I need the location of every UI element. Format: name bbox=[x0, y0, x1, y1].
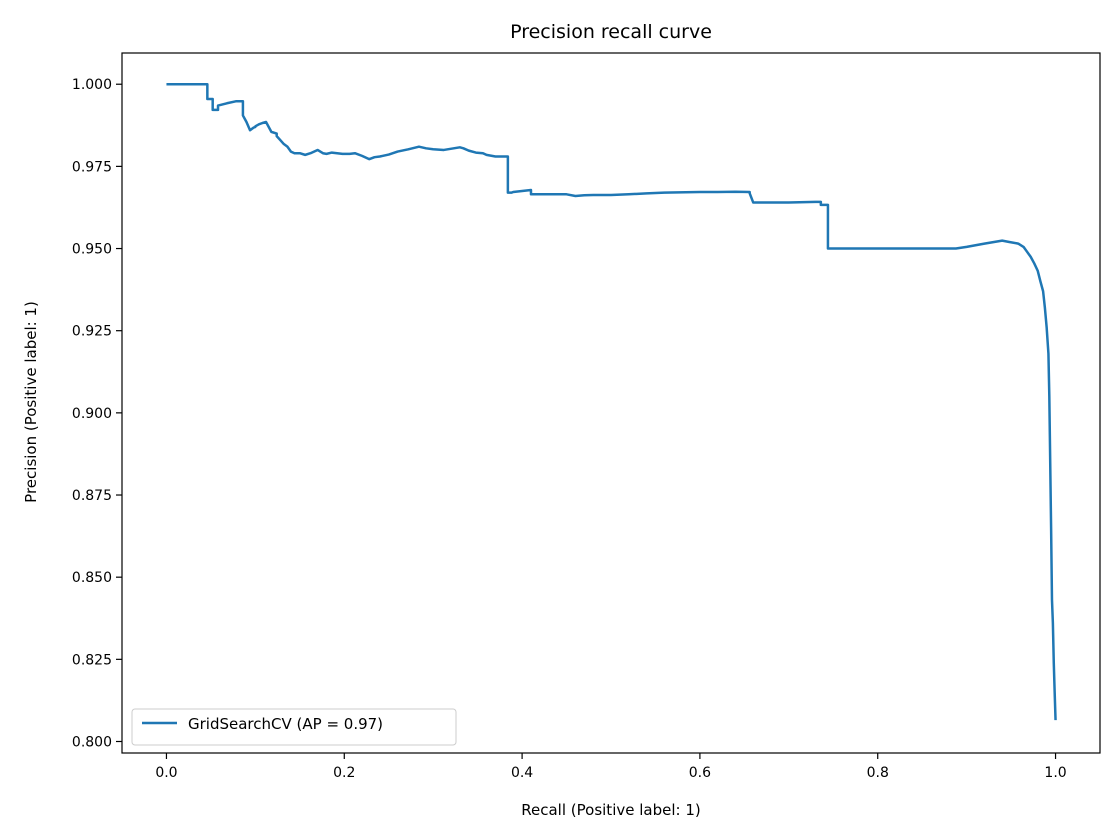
x-tick-label: 1.0 bbox=[1044, 765, 1066, 781]
plot-frame bbox=[121, 52, 1101, 754]
y-tick-label: 0.950 bbox=[72, 242, 112, 258]
legend-label: GridSearchCV (AP = 0.97) bbox=[188, 715, 383, 733]
y-axis-label: Precision (Positive label: 1) bbox=[22, 301, 40, 503]
y-tick-label: 0.850 bbox=[72, 570, 112, 586]
series-line-0 bbox=[166, 82, 1057, 721]
plot-area bbox=[121, 52, 1101, 754]
y-tick-label: 0.825 bbox=[72, 652, 112, 668]
legend-box bbox=[131, 708, 457, 746]
x-tick-label: 0.4 bbox=[511, 765, 533, 781]
y-tick-label: 0.900 bbox=[72, 406, 112, 422]
x-tick-label: 0.6 bbox=[689, 765, 711, 781]
y-tick-label: 0.875 bbox=[72, 488, 112, 504]
x-axis: 0.0 0.2 0.4 0.6 0.8 1.0 bbox=[155, 753, 1067, 781]
y-axis: 0.800 0.825 0.850 0.875 0.900 0.925 0.950 0.975… bbox=[72, 77, 122, 750]
x-tick-label: 0.0 bbox=[155, 765, 177, 781]
x-tick-label: 0.2 bbox=[333, 765, 355, 781]
x-axis-label: Recall (Positive label: 1) bbox=[521, 801, 700, 819]
y-tick-label: 0.925 bbox=[72, 324, 112, 340]
legend: GridSearchCV (AP = 0.97) bbox=[131, 708, 457, 746]
y-tick-label: 1.000 bbox=[72, 77, 112, 93]
chart-title: Precision recall curve bbox=[510, 21, 712, 43]
y-tick-label: 0.800 bbox=[72, 734, 112, 750]
y-tick-label: 0.975 bbox=[72, 159, 112, 175]
x-tick-label: 0.8 bbox=[867, 765, 889, 781]
